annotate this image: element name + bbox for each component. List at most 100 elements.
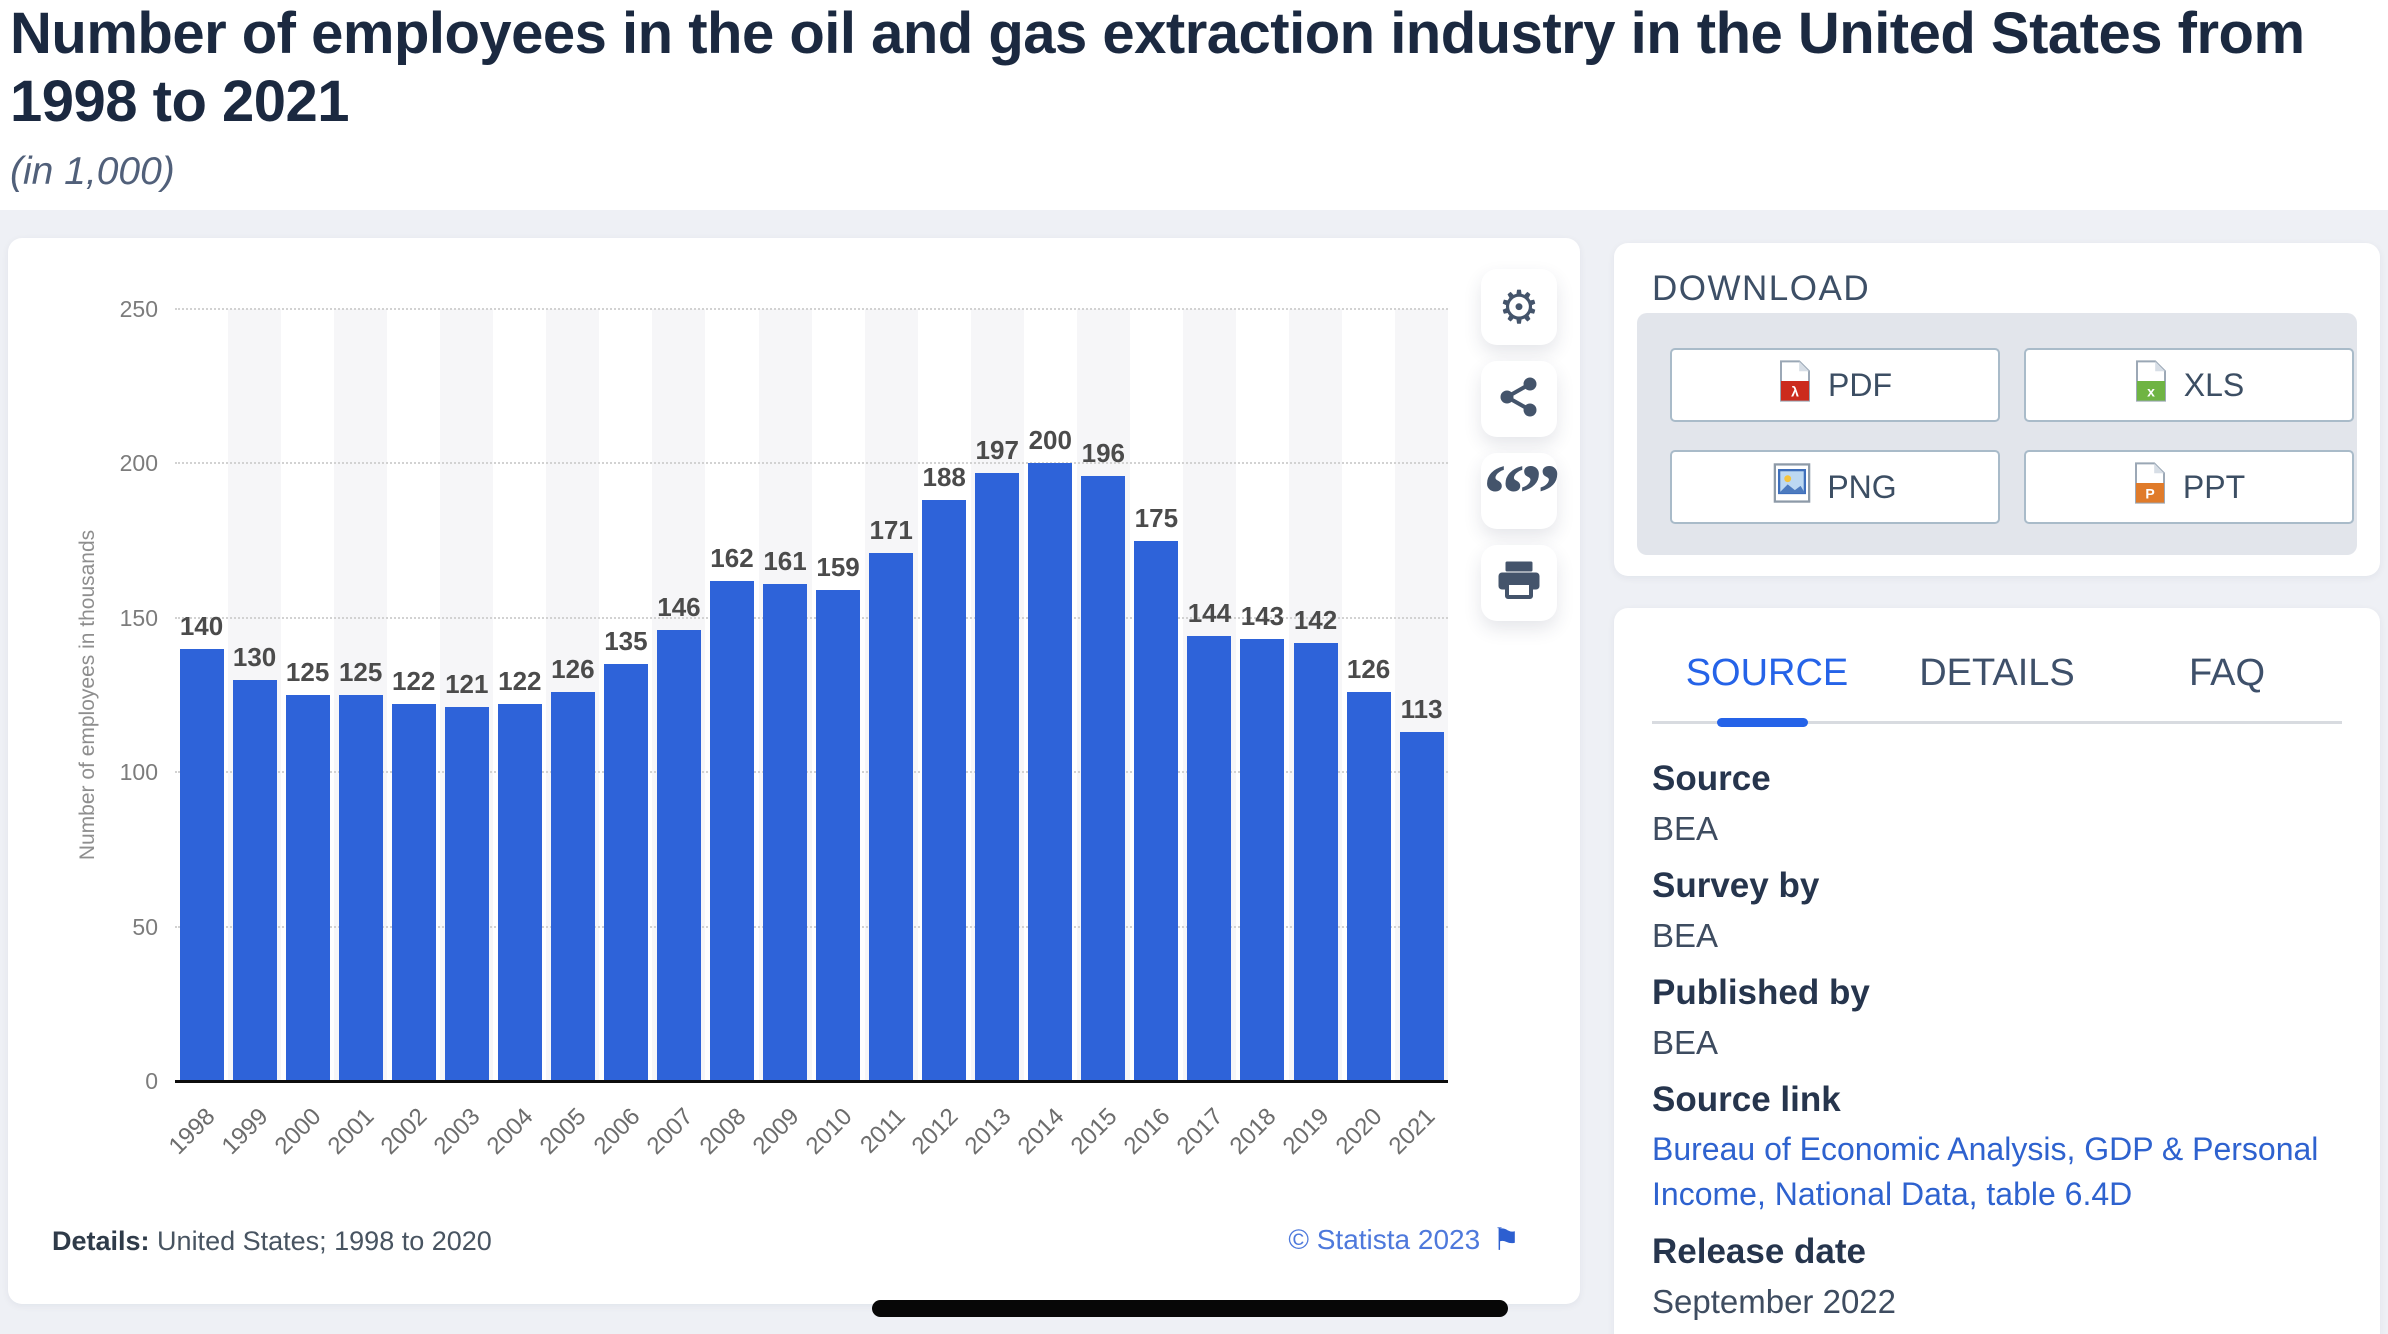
bar-2010[interactable] <box>816 590 861 1081</box>
bar-value-label: 125 <box>285 657 330 687</box>
chart-card: Number of employees in thousands 0 50 100 1… <box>8 238 1580 1304</box>
chart-column-2017: 144 <box>1183 309 1236 1081</box>
bar-value-label: 126 <box>1346 653 1391 684</box>
bar-2012[interactable] <box>922 500 967 1081</box>
field-value: BEA <box>1652 917 1719 954</box>
bar-value-label: 125 <box>338 657 383 687</box>
settings-button[interactable]: ⚙ <box>1481 269 1557 345</box>
home-indicator[interactable] <box>872 1300 1508 1317</box>
chart-column-2016: 175 <box>1130 309 1183 1081</box>
bar-value-label: 143 <box>1240 601 1285 632</box>
share-button[interactable] <box>1481 361 1557 437</box>
bar-2020[interactable] <box>1346 691 1391 1081</box>
bar-2007[interactable] <box>656 630 701 1081</box>
bar-2014[interactable] <box>1028 463 1073 1081</box>
bar-2019[interactable] <box>1293 642 1338 1081</box>
source-fields: Source BEA Survey by BEA Published by BEA Sour… <box>1652 754 2342 1324</box>
download-xls-button[interactable]: x XLS <box>2024 348 2354 422</box>
bar-2018[interactable] <box>1240 639 1285 1081</box>
active-tab-indicator <box>1717 718 1808 727</box>
bar-1998[interactable] <box>179 648 224 1081</box>
svg-text:x: x <box>2147 383 2155 399</box>
x-axis-line <box>175 1080 1448 1083</box>
chart-column-2021: 113 <box>1395 309 1448 1081</box>
chart-column-2019: 142 <box>1289 309 1342 1081</box>
chart-column-2014: 200 <box>1024 309 1077 1081</box>
details-line: Details: United States; 1998 to 2020 <box>52 1226 492 1257</box>
y-tick-250: 250 <box>119 296 158 322</box>
field-label: Survey by <box>1652 866 1820 905</box>
chart-column-2012: 188 <box>918 309 971 1081</box>
chart-column-2000: 125 <box>281 309 334 1081</box>
bar-2017[interactable] <box>1187 636 1232 1081</box>
field-label: Source link <box>1652 1080 1841 1119</box>
field-value: BEA <box>1652 1024 1719 1061</box>
tab-details[interactable]: DETAILS <box>1919 652 2075 694</box>
download-card: DOWNLOAD λ PDF x XLS PNG P PPT <box>1614 243 2380 576</box>
xls-file-icon: x <box>2134 360 2168 410</box>
copyright-text: © Statista 2023 <box>1288 1224 1481 1255</box>
cite-button[interactable]: “” <box>1481 453 1561 537</box>
png-file-icon <box>1773 463 1811 511</box>
field-label: Published by <box>1652 973 1870 1012</box>
bar-value-label: 121 <box>445 669 489 700</box>
gridlines <box>175 308 1448 1081</box>
chart-column-2006: 135 <box>599 309 652 1081</box>
bar-value-label: 188 <box>922 462 966 493</box>
bar-2021[interactable] <box>1399 732 1444 1081</box>
y-tick-100: 100 <box>119 759 158 786</box>
chart-column-2001: 125 <box>334 309 387 1081</box>
field-label: Source <box>1652 759 1771 798</box>
bar-2001[interactable] <box>338 695 383 1081</box>
chart-column-2007: 146 <box>652 309 705 1081</box>
print-button[interactable] <box>1481 545 1557 621</box>
field-label: Release date <box>1652 1232 1867 1271</box>
bar-value-label: 162 <box>710 542 754 573</box>
chart-column-2004: 122 <box>493 309 546 1081</box>
download-ppt-button[interactable]: P PPT <box>2024 450 2354 524</box>
bar-2015[interactable] <box>1081 475 1126 1081</box>
gridline-150 <box>175 616 1448 619</box>
statista-copyright-link[interactable]: © Statista 2023 ⚑ <box>1288 1222 1520 1258</box>
bar-value-label: 113 <box>1400 694 1443 725</box>
bar-2011[interactable] <box>869 552 914 1081</box>
bar-2005[interactable] <box>550 691 595 1081</box>
chart-column-2008: 162 <box>705 309 758 1081</box>
bar-value-label: 200 <box>1028 425 1072 456</box>
download-heading: DOWNLOAD <box>1652 269 1871 308</box>
bar-2004[interactable] <box>497 704 542 1081</box>
tab-source[interactable]: SOURCE <box>1685 652 1849 694</box>
bar-2006[interactable] <box>603 664 648 1081</box>
tab-bar: SOURCE DETAILS FAQ <box>1652 608 2342 695</box>
bar-2016[interactable] <box>1134 540 1179 1081</box>
share-icon <box>1497 375 1541 424</box>
bar-1999[interactable] <box>232 679 277 1081</box>
download-button-label: PNG <box>1827 468 1897 505</box>
y-tick-200: 200 <box>119 450 158 477</box>
bar-value-label: 146 <box>657 592 701 623</box>
chart-column-1998: 140 <box>175 309 228 1081</box>
chart-column-2002: 122 <box>387 309 440 1081</box>
download-panel: λ PDF x XLS PNG P PPT <box>1637 313 2357 555</box>
bar-2000[interactable] <box>285 695 330 1081</box>
download-pdf-button[interactable]: λ PDF <box>1670 348 2000 422</box>
tab-faq[interactable]: FAQ <box>2188 652 2266 694</box>
bar-2003[interactable] <box>444 707 489 1081</box>
gridline-100 <box>175 771 1448 774</box>
header-band <box>0 0 2388 210</box>
bar-value-label: 142 <box>1293 604 1338 635</box>
download-button-label: XLS <box>2183 366 2245 403</box>
download-png-button[interactable]: PNG <box>1670 450 2000 524</box>
bar-2002[interactable] <box>391 704 436 1081</box>
source-link[interactable]: Bureau of Economic Analysis, GDP & Perso… <box>1652 1131 2319 1212</box>
chart-column-2018: 143 <box>1236 309 1289 1081</box>
download-button-label: PPT <box>2182 468 2246 505</box>
bar-value-label: 135 <box>604 626 648 657</box>
bar-value-label: 196 <box>1081 437 1126 468</box>
bar-2008[interactable] <box>709 580 754 1081</box>
bar-2009[interactable] <box>763 583 808 1081</box>
chart-column-2005: 126 <box>546 309 599 1081</box>
gridline-250 <box>175 308 1448 310</box>
bar-2013[interactable] <box>975 472 1020 1081</box>
bar-value-label: 126 <box>551 653 595 684</box>
